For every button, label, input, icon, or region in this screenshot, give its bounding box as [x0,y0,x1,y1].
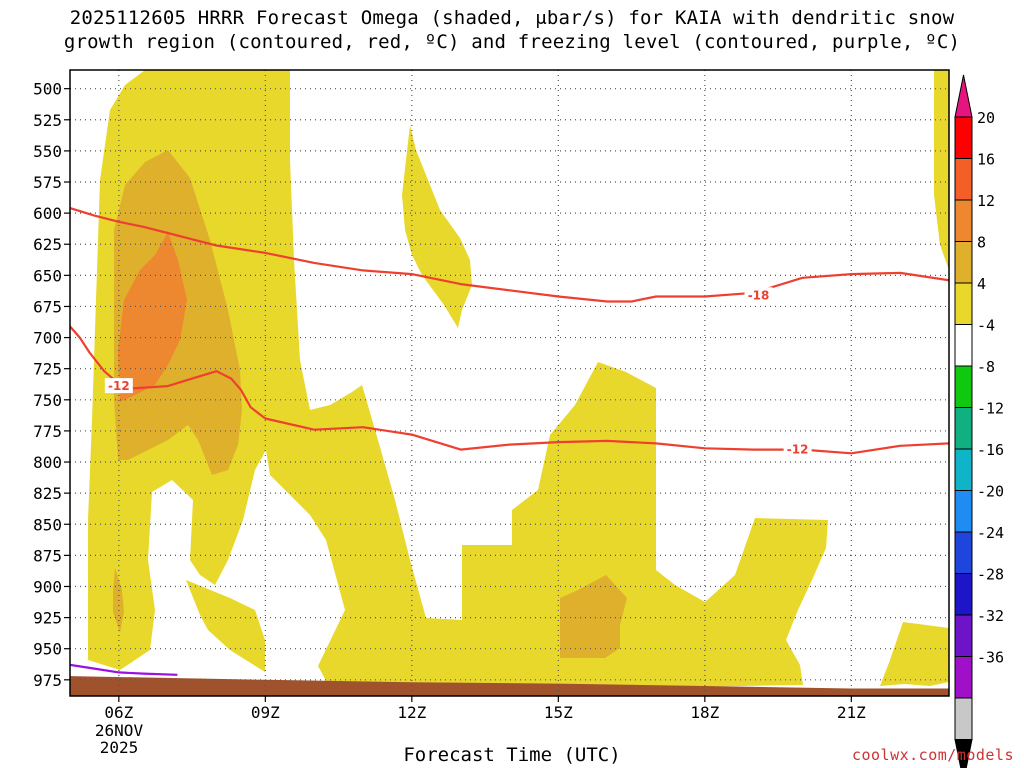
colorbar-segment [954,448,973,491]
y-axis: 500 525 550 575 600 625 650 675 700 725 750 775 800 8… [33,80,70,690]
colorbar-segment [954,490,973,533]
y-tick-label: 925 [33,609,62,628]
x-tick-label: 18Z [690,703,719,722]
y-tick-label: 850 [33,515,62,534]
colorbar-label: -8 [977,358,995,376]
y-tick-label: 775 [33,422,62,441]
colorbar-segment [954,656,973,699]
contour-labels: -18 -12 -12 [104,287,812,457]
colorbar-segment [954,573,973,616]
colorbar-segment [954,531,973,574]
y-tick-label: 625 [33,235,62,254]
colorbar-segment [954,282,973,325]
colorbar-label: 8 [977,234,986,252]
y-tick-label: 675 [33,297,62,316]
colorbar-label: -36 [977,649,1004,667]
omega-region-8-12 [113,150,627,658]
colorbar-under-arrow [954,739,973,768]
plot-frame [69,69,950,697]
omega-region-12-16 [118,232,187,402]
colorbar-segment [954,116,973,159]
x-tick-label: 09Z [251,703,280,722]
colorbar-label: -16 [977,441,1004,459]
y-tick-label: 600 [33,204,62,223]
y-tick-label: 550 [33,142,62,161]
x-axis: 06Z 09Z 12Z 15Z 18Z 21Z [104,696,866,722]
y-tick-label: 975 [33,671,62,690]
y-tick-label: 700 [33,329,62,348]
colorbar-segment [954,365,973,408]
colorbar-label: -4 [977,317,995,335]
credit-link[interactable]: coolwx.com/models [851,746,1014,764]
y-tick-label: 500 [33,80,62,99]
y-tick-label: 725 [33,360,62,379]
y-tick-label: 750 [33,391,62,410]
colorbar-segment [954,241,973,284]
chart-title: 2025112605 HRRR Forecast Omega (shaded, … [0,6,1024,54]
colorbar-label: 16 [977,151,995,169]
x-tick-label: 21Z [837,703,866,722]
colorbar-segment [954,407,973,450]
colorbar-segment [954,324,973,367]
contour-label: -12 [108,379,130,393]
contour-line [70,663,178,676]
x-tick-label: 12Z [397,703,426,722]
colorbar-over-arrow [954,74,973,118]
colorbar-segment [954,614,973,657]
colorbar-label: 20 [977,109,995,127]
y-tick-label: 900 [33,577,62,596]
colorbar-segment [954,158,973,201]
colorbar-segment [954,199,973,242]
contour-label-bg [783,441,812,457]
y-tick-label: 525 [33,111,62,130]
chart-title-line1: 2025112605 HRRR Forecast Omega (shaded, … [69,7,955,29]
colorbar-label: -12 [977,400,1004,418]
colorbar-label: -32 [977,607,1004,625]
y-tick-label: 825 [33,484,62,503]
y-tick-label: 950 [33,640,62,659]
colorbar: 20 16 12 8 4 -4 -8 -12 -16 -20 -24 -28 -32 -36 [954,74,1004,768]
contour-label: -18 [748,288,770,302]
date-label-day: 26NOV [94,721,144,740]
colorbar-label: -24 [977,524,1004,542]
omega-region-4-8 [88,70,949,688]
y-tick-label: 875 [33,546,62,565]
terrain-layer [70,676,949,696]
y-tick-label: 575 [33,173,62,192]
colorbar-label: -28 [977,566,1004,584]
date-label-year: 2025 [99,738,139,757]
omega-shading [88,70,949,688]
x-tick-label: 06Z [104,703,133,722]
x-axis-title: Forecast Time (UTC) [403,744,621,766]
colorbar-label: 12 [977,192,995,210]
y-tick-label: 650 [33,266,62,285]
y-tick-label: 800 [33,453,62,472]
contour-label-bg [104,378,133,394]
terrain-fill [70,676,949,696]
date-label: 26NOV 2025 [78,722,160,756]
x-tick-label: 15Z [544,703,573,722]
colorbar-segment [954,697,973,740]
colorbar-label: -20 [977,483,1004,501]
colorbar-label: 4 [977,275,986,293]
chart-title-line2: growth region (contoured, red, ºC) and f… [63,31,961,53]
contour-label-bg [744,287,773,303]
contour-label: -12 [787,443,809,457]
